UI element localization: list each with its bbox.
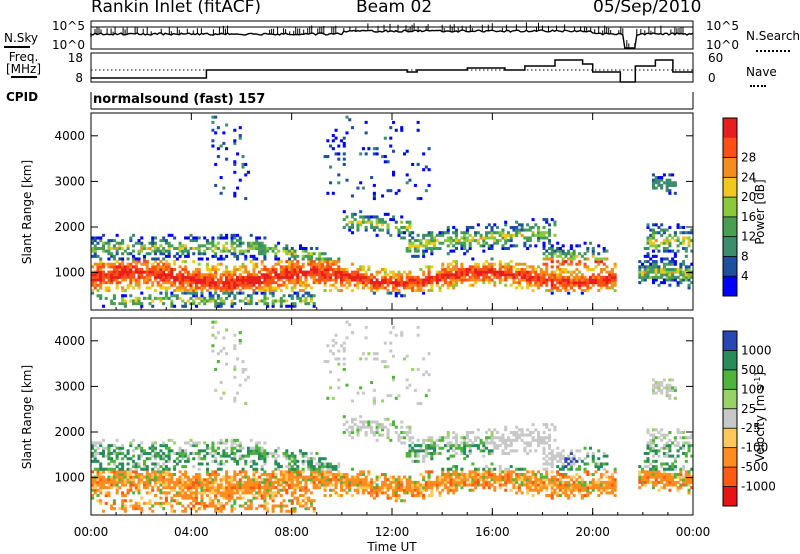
range-tick-label: 4000 [54,129,85,143]
velocity-colorbar-label: Velocity [m s-1] [753,372,767,462]
colorbar-swatch [723,157,737,178]
freq-label: Freq. [MHz] [6,51,41,78]
colorbar-swatch [723,331,737,351]
colorbar-swatch [723,350,737,371]
time-tick-label: 00:00 [74,525,109,539]
colorbar-tick-label: 28 [741,151,756,165]
nsky-spikes [94,22,694,48]
nsky-label-text: N.Sky [4,31,39,45]
colorbar-swatch [723,197,737,218]
nsearch-label-text: N.Search [746,29,800,43]
time-tick-label: 12:00 [375,525,410,539]
nsky-tick-low: 10^0 [52,38,85,52]
colorbar-tick-label: -100 [741,441,768,455]
station-title: Rankin Inlet (fitACF) [91,0,262,17]
colorbar-swatch [723,276,737,297]
colorbar-swatch [723,428,737,448]
cpid-label: CPID [6,90,39,104]
colorbar-tick-label: 25 [741,402,756,416]
time-tick-label: 04:00 [174,525,209,539]
time-tick-label: 08:00 [274,525,309,539]
range-tick-label: 1000 [54,471,85,485]
nave-tick-low: 0 [708,71,716,85]
colorbar-tick-label: 1000 [741,343,772,357]
colorbar-swatch [723,236,737,257]
nave-label: Nave [746,65,777,90]
colorbars: 4 8 12 16 20 24 28 1000 500 100 25 -25 -100 -500 -1000 [722,117,776,507]
nave-label-text: Nave [746,65,777,79]
nsky-label: N.Sky [4,31,38,48]
range-tick-label: 3000 [54,174,85,188]
nsearch-tick-high: 10^5 [706,19,739,33]
colorbar-tick-label: 16 [741,210,756,224]
velocity-ylabel: Slant Range [km] [20,365,34,469]
colorbar-tick-label: 4 [741,269,749,283]
time-tick-label: 16:00 [475,525,510,539]
colorbar-swatch [723,137,737,158]
nsky-frame [90,20,694,50]
colorbar-tick-label: 500 [741,363,764,377]
freq-unit-text: [MHz] [6,62,42,76]
colorbar-tick-label: -500 [741,460,768,474]
nsearch-tick-low: 10^0 [706,38,739,52]
freq-tick-high: 18 [68,51,83,65]
colorbar-tick-label: 20 [741,190,756,204]
velocity-label-sup: -1 [753,377,762,385]
freq-panel [91,59,693,83]
nsky-line [90,29,694,49]
range-tick-label: 2000 [54,220,85,234]
power-heatmap [91,115,694,308]
nave-tick-high: 60 [708,51,723,65]
colorbar-swatch [723,467,737,487]
colorbar-tick-label: -1000 [741,480,776,494]
colorbar-swatch [723,486,737,507]
nsearch-label: N.Search [746,29,800,55]
freq-frame [90,52,694,83]
freq-legend-line [10,76,37,78]
velocity-label-end: ] [753,372,767,377]
range-tick-label: 3000 [54,379,85,393]
colorbar-swatch [723,177,737,198]
nsky-panel [90,22,694,49]
nsky-legend-line [4,46,30,48]
freq-tick-low: 8 [75,71,83,85]
nave-step-line [91,59,693,83]
range-tick-label: 4000 [54,334,85,348]
range-tick-label: 2000 [54,425,85,439]
nsky-tick-high: 10^5 [52,19,85,33]
velocity-label-main: Velocity [m s [753,385,767,462]
beam-title: Beam 02 [356,0,433,17]
colorbar-swatch [723,408,737,429]
power-colorbar-label: Power [dB] [753,179,767,244]
colorbar-tick-label: 12 [741,230,756,244]
axes: 00:00 04:00 08:00 12:00 16:00 20:00 00:00 1000 2… [54,113,710,539]
colorbar-tick-label: 100 [741,382,764,396]
colorbar-swatch [723,118,737,139]
colorbar-tick-label: 8 [741,249,749,263]
time-tick-label: 20:00 [575,525,610,539]
time-axis-label: Time UT [366,540,417,554]
range-tick-label: 1000 [54,266,85,280]
velocity-heatmap [91,320,694,513]
colorbar-swatch [723,389,737,410]
freq-label-text: Freq. [8,50,39,64]
date-title: 05/Sep/2010 [593,0,702,17]
colorbar-tick-label: -25 [741,421,761,435]
cpid-text: normalsound (fast) 157 [93,92,266,107]
colorbar-tick-label: 24 [741,170,756,184]
colorbar-swatch [723,216,737,237]
nave-legend-dots [750,76,777,90]
colorbar-swatch [723,447,737,468]
nsearch-legend-dots [756,41,800,55]
power-ylabel: Slant Range [km] [20,160,34,264]
time-tick-label: 00:00 [676,525,711,539]
colorbar-swatch [723,369,737,390]
colorbar-swatch [723,256,737,277]
